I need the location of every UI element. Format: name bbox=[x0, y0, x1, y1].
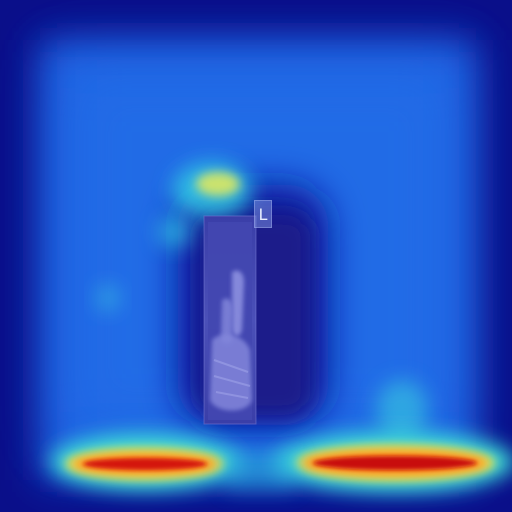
bottom-right-red bbox=[313, 456, 477, 470]
bottom-middle-cyan bbox=[225, 450, 295, 490]
right-cyan-column bbox=[376, 380, 428, 440]
lead-marker-label: L bbox=[254, 200, 272, 228]
left-cyan-spot bbox=[96, 284, 120, 312]
upper-cyan-tail bbox=[157, 216, 193, 248]
bottom-left-red bbox=[83, 458, 207, 470]
upper-yellow-spot bbox=[196, 172, 240, 196]
